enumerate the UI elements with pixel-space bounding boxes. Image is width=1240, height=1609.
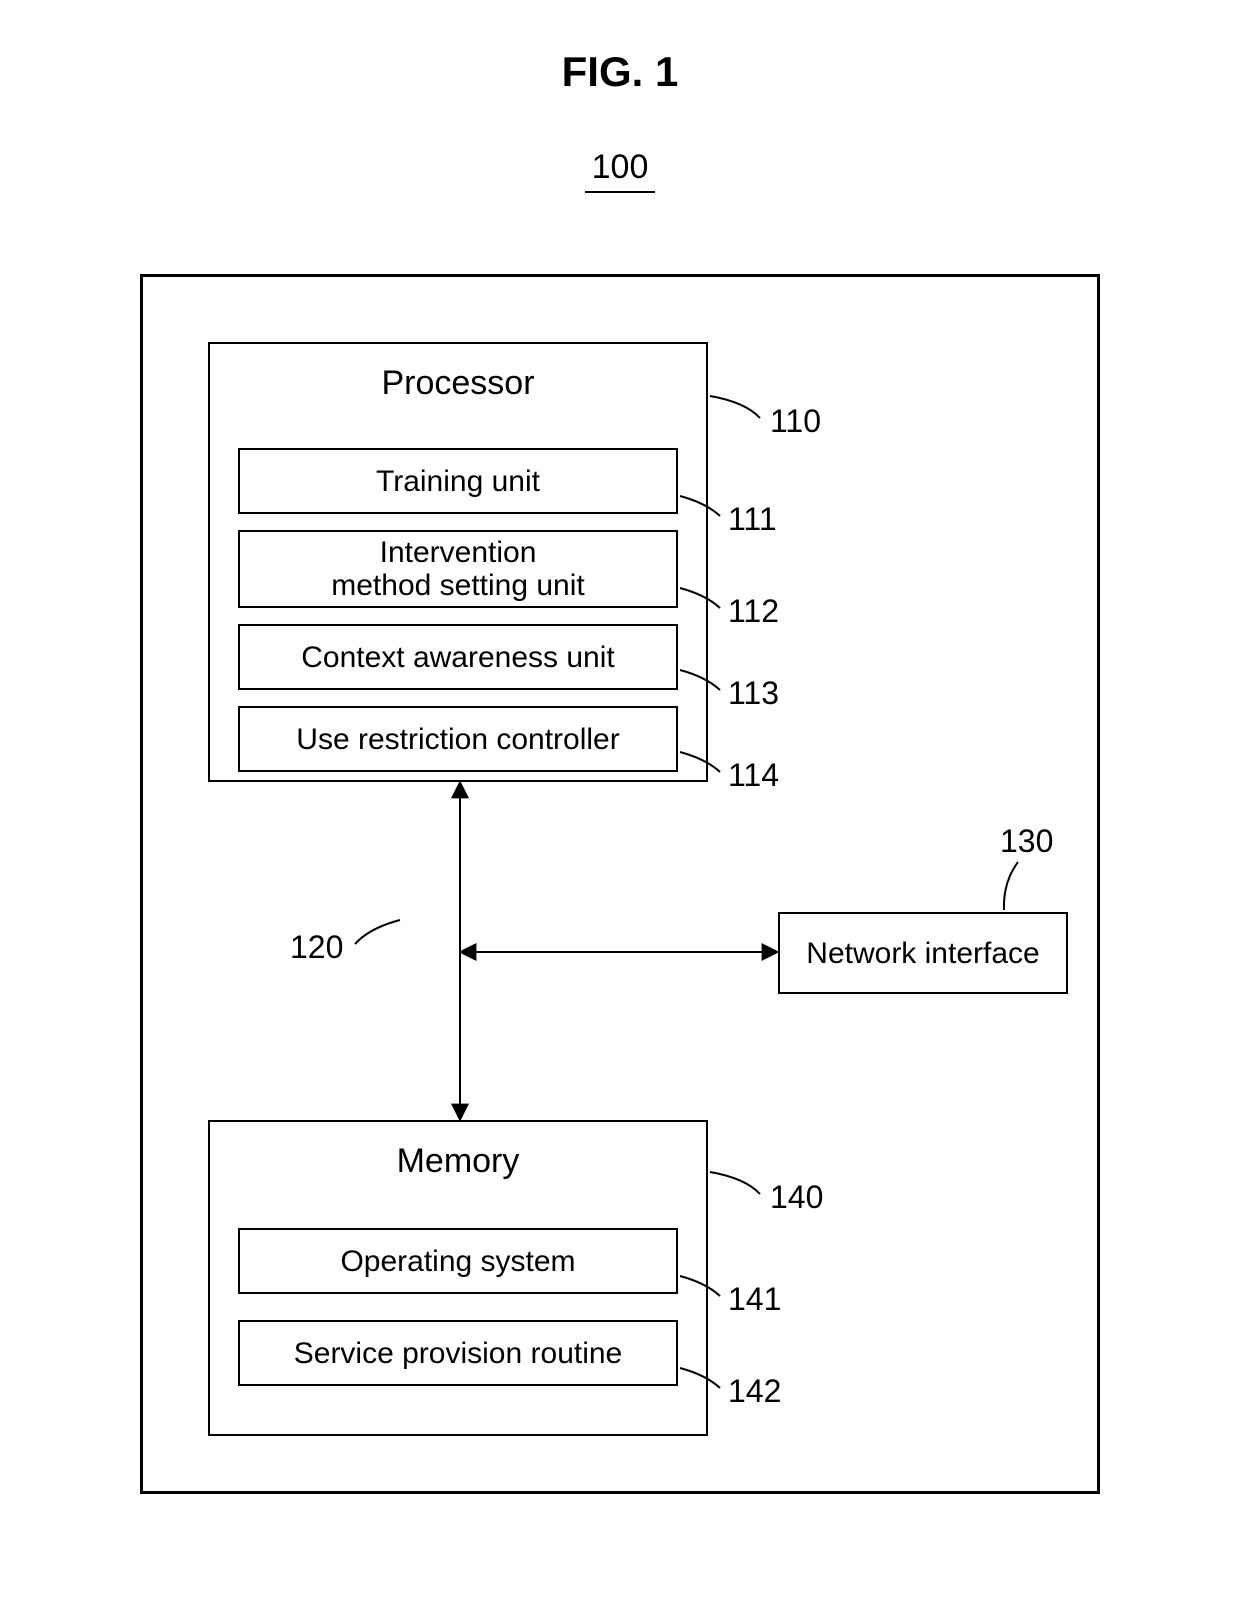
memory-title: Memory — [210, 1142, 706, 1181]
memory-item-label: Service provision routine — [294, 1337, 623, 1370]
processor-item: Training unit — [238, 448, 678, 514]
processor-item-label: Use restriction controller — [296, 723, 619, 756]
figure-ref-number: 100 — [0, 148, 1240, 193]
figure-title: FIG. 1 — [0, 48, 1240, 96]
processor-title: Processor — [210, 364, 706, 403]
processor-item: Context awareness unit — [238, 624, 678, 690]
processor-item: Use restriction controller — [238, 706, 678, 772]
figure-ref-underline — [585, 191, 655, 193]
memory-item: Operating system — [238, 1228, 678, 1294]
network-interface-block: Network interface — [778, 912, 1068, 994]
network-interface-label: Network interface — [806, 937, 1039, 970]
memory-item-label: Operating system — [340, 1245, 575, 1278]
processor-item-label: Training unit — [376, 465, 540, 498]
memory-item: Service provision routine — [238, 1320, 678, 1386]
processor-item: Intervention method setting unit — [238, 530, 678, 608]
figure-ref-number-text: 100 — [592, 148, 649, 186]
processor-item-label: Context awareness unit — [301, 641, 615, 674]
processor-item-label: Intervention method setting unit — [331, 536, 585, 602]
